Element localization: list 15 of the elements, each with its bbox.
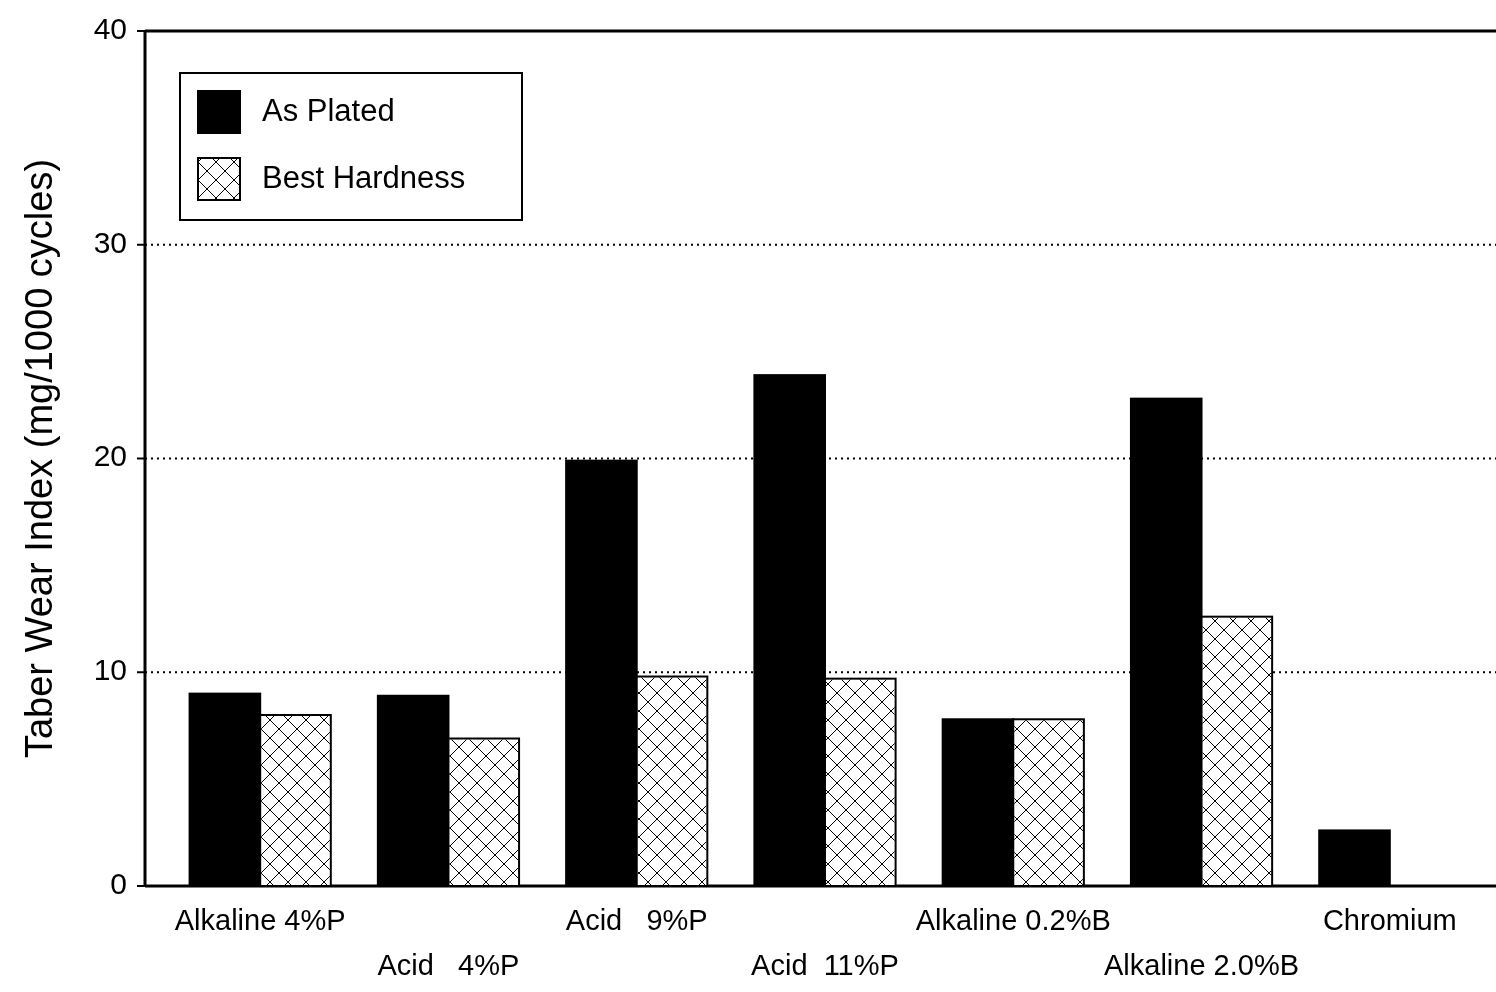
y-tick-label: 40 (93, 11, 127, 45)
y-tick-label: 30 (93, 225, 127, 259)
x-tick-label: Acid 4%P (377, 949, 520, 981)
y-tick-label: 10 (93, 653, 127, 687)
x-tick-label: Alkaline 0.2%B (915, 904, 1111, 936)
y-tick-label: 20 (93, 439, 127, 473)
x-tick-label: Acid 9%P (565, 904, 708, 936)
y-tick-label: 0 (110, 866, 127, 900)
x-tick-label: Chromium (1322, 904, 1457, 936)
y-axis-title: Taber Wear Index (mg/1000 cycles) (18, 158, 60, 759)
x-tick-label: Alkaline 4%P (174, 904, 346, 936)
x-tick-label: Alkaline 2.0%B (1104, 949, 1300, 981)
x-tick-label: Acid 11%P (751, 949, 899, 981)
legend-label: Best Hardness (262, 160, 466, 196)
legend-label: As Plated (262, 93, 395, 129)
